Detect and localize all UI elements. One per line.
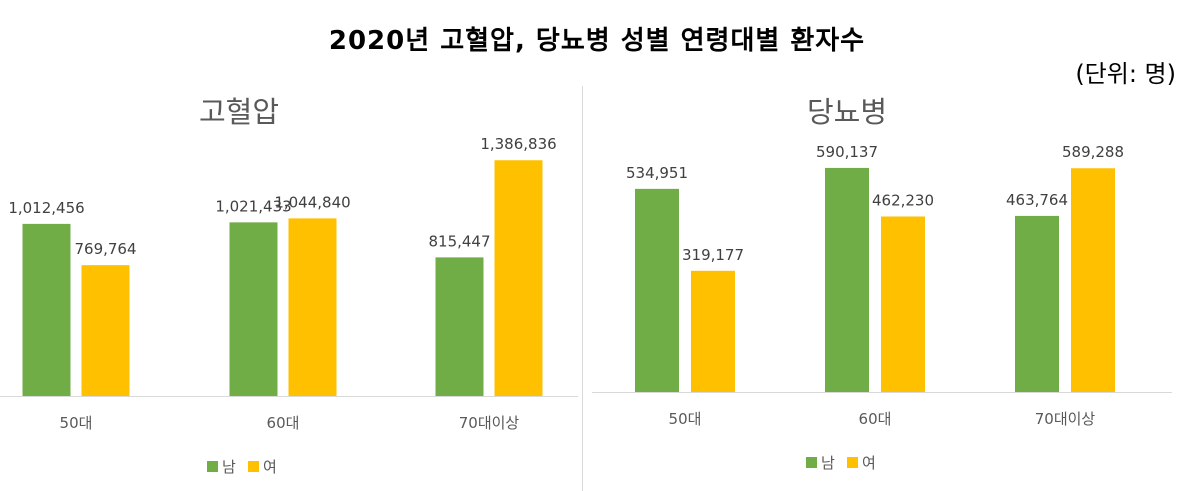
diabetes-legend-label-female: 여 (862, 454, 876, 472)
diabetes-tick-label-3: 70대이상 (1035, 410, 1096, 428)
hypertension-legend-swatch-female (248, 461, 259, 472)
diabetes-tick-label-1: 50대 (669, 410, 702, 428)
hypertension-chart-title: 고혈압 (199, 95, 279, 129)
hypertension-chart: 고혈압 1,012,456 769,764 50대 1,021,4331,044,840… (0, 95, 578, 476)
hypertension-legend-label-female: 여 (263, 458, 277, 476)
page-title: 2020년 고혈압, 당뇨병 성별 연령대별 환자수 (328, 26, 866, 56)
hypertension-data-label-male-2: 1,021,433 (215, 197, 291, 215)
hypertension-legend-swatch-male (207, 461, 218, 472)
hypertension-bar-female-1 (81, 265, 130, 396)
diabetes-legend-swatch-male (806, 457, 817, 468)
hypertension-bar-male-2 (229, 222, 278, 396)
diabetes-bar-female-1 (691, 270, 735, 392)
hypertension-data-label-male-1: 1,012,456 (8, 199, 84, 217)
hypertension-bar-male-3 (435, 257, 484, 396)
diabetes-legend-label-male: 남 (821, 454, 835, 472)
diabetes-bar-female-3 (1071, 168, 1115, 392)
hypertension-data-label-female-3: 1,386,836 (480, 135, 556, 153)
hypertension-data-label-female-2: 1,044,840 (274, 193, 350, 211)
diabetes-data-label-female-2: 462,230 (872, 191, 934, 209)
hypertension-tick-label-3: 70대이상 (459, 414, 520, 432)
diabetes-data-label-male-1: 534,951 (626, 164, 688, 182)
diabetes-data-label-male-2: 590,137 (816, 143, 878, 161)
unit-note: (단위: 명) (1075, 60, 1176, 88)
hypertension-bar-male-1 (22, 223, 71, 396)
hypertension-data-label-male-3: 815,447 (428, 232, 490, 250)
diabetes-chart: 당뇨병 534,951 319,177 50대 590,137 462,230 60대 463… (592, 95, 1172, 472)
hypertension-tick-label-2: 60대 (267, 414, 300, 432)
diabetes-legend-swatch-female (847, 457, 858, 468)
diabetes-data-label-female-3: 589,288 (1062, 143, 1124, 161)
diabetes-data-label-male-3: 463,764 (1006, 191, 1068, 209)
hypertension-bar-female-2 (288, 218, 337, 396)
hypertension-tick-label-1: 50대 (60, 414, 93, 432)
chart-divider (582, 86, 583, 491)
diabetes-tick-label-2: 60대 (859, 410, 892, 428)
hypertension-bar-female-3 (494, 160, 543, 396)
diabetes-bar-female-2 (881, 216, 925, 392)
diabetes-bar-male-2 (825, 167, 869, 392)
diabetes-bar-male-1 (635, 188, 679, 392)
diabetes-chart-title: 당뇨병 (807, 95, 887, 129)
hypertension-legend-label-male: 남 (222, 458, 236, 476)
hypertension-data-label-female-1: 769,764 (74, 240, 136, 258)
diabetes-bar-male-3 (1015, 215, 1059, 392)
diabetes-data-label-female-1: 319,177 (682, 246, 744, 264)
